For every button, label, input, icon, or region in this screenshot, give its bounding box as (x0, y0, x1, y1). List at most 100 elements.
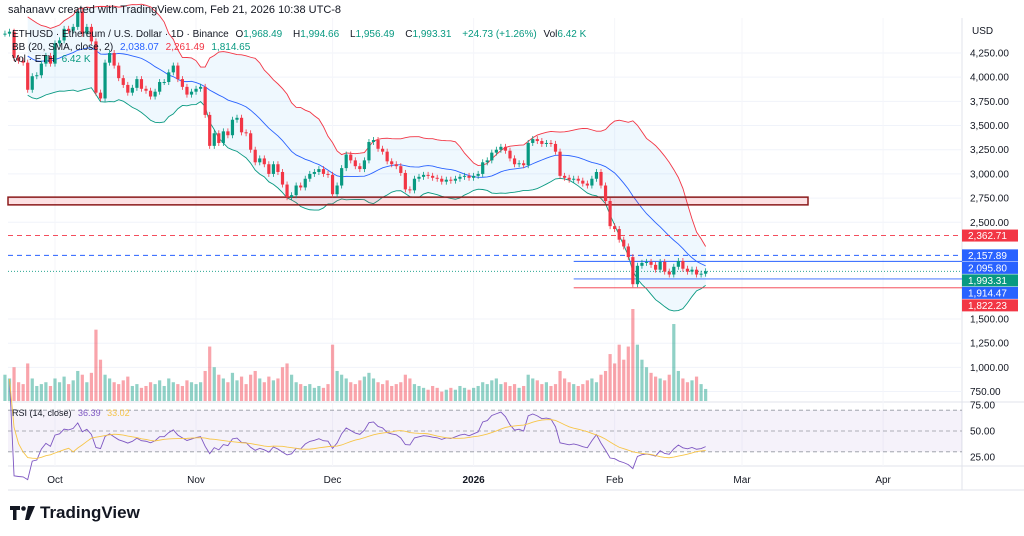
volume-bar (271, 380, 275, 401)
candle (7, 31, 12, 34)
candle (126, 84, 130, 93)
candle (212, 133, 216, 146)
volume-bar (35, 385, 39, 401)
candle (694, 269, 699, 275)
volume-bar (381, 384, 385, 401)
symbol-title[interactable]: ETHUSD · Ethereum / U.S. Dollar · 1D · B… (12, 29, 229, 40)
volume-bar (326, 384, 330, 401)
candle (553, 143, 558, 152)
change-value: +24.73 (+1.26%) (462, 29, 537, 40)
rsi-legend[interactable]: RSI (14, close) 36.39 33.02 (12, 408, 134, 418)
candle (349, 154, 353, 161)
candle (239, 117, 244, 133)
candle (426, 174, 430, 176)
candle (271, 164, 275, 174)
volume-bar (153, 384, 157, 401)
volume-bar (335, 370, 339, 401)
volume-bar (308, 384, 312, 401)
candle (44, 55, 48, 64)
volume-bar (594, 382, 599, 401)
volume-bar (494, 378, 498, 401)
tradingview-logo[interactable]: TradingView (10, 503, 140, 523)
volume-bar (699, 384, 703, 401)
bb-legend[interactable]: BB (20, SMA, close, 2) 2,038.07 2,261.49… (12, 42, 254, 53)
currency-label[interactable]: USD (972, 26, 994, 37)
candle (135, 79, 139, 88)
candle (317, 169, 321, 172)
candle (567, 177, 571, 180)
candle (80, 11, 84, 34)
bb-basis-value: 2,038.07 (119, 42, 159, 53)
volume-bar (299, 384, 303, 401)
volume-bar (12, 367, 16, 401)
candle (481, 162, 485, 174)
volume-bar (608, 354, 612, 401)
bb-lower-value: 1,814.65 (211, 42, 251, 53)
candle (62, 28, 66, 41)
candle (362, 160, 366, 170)
candle (499, 146, 503, 150)
volume-bar (167, 378, 171, 401)
volume-bar (194, 384, 198, 401)
candle (258, 158, 262, 163)
volume-bar (567, 382, 571, 401)
candle (704, 271, 708, 274)
candle (189, 91, 194, 95)
candle (203, 86, 207, 115)
volume-bar (654, 376, 658, 401)
volume-bar (435, 387, 439, 401)
volume-bar (98, 359, 103, 401)
candle (394, 164, 398, 167)
volume-bar (431, 385, 435, 401)
brand-name: TradingView (40, 503, 140, 522)
volume-bar (158, 380, 162, 401)
vol-label: Vol (543, 29, 558, 40)
price-tick-label: 3,250.00 (970, 145, 1009, 156)
candle (371, 140, 376, 142)
candle (558, 151, 562, 176)
candle (690, 269, 694, 272)
candle (644, 261, 649, 263)
volume-bar (599, 374, 603, 401)
volume-bar (30, 378, 34, 401)
candle (490, 152, 494, 161)
candle (476, 173, 480, 176)
candle (467, 175, 471, 178)
volume-bar (280, 367, 285, 401)
volume-bar (590, 378, 594, 401)
volume-bar (303, 385, 307, 401)
rsi-ma-value: 33.02 (107, 408, 130, 418)
volume-bar (7, 378, 12, 401)
candle (30, 76, 34, 90)
candle (485, 160, 489, 163)
volume-bar (449, 387, 453, 401)
volume-bar (353, 384, 357, 401)
candle (681, 260, 685, 269)
candle (617, 229, 621, 240)
candle (462, 175, 467, 177)
candle (280, 171, 285, 185)
candle (17, 57, 21, 61)
candle (353, 160, 357, 167)
candle (249, 133, 253, 150)
rsi-tick-label: 50.00 (970, 427, 995, 438)
candle (658, 261, 662, 270)
volume-bar (635, 344, 639, 401)
candle (276, 164, 280, 172)
volume-bar (503, 382, 508, 401)
price-tick-label: 1,500.00 (970, 315, 1009, 326)
candle (39, 63, 43, 76)
volume-legend[interactable]: Vol · ETH 6.42 K (12, 54, 95, 65)
time-tick-label: Mar (733, 475, 751, 486)
rsi-line (9, 378, 706, 481)
candle (449, 179, 453, 181)
volume-bar (235, 380, 239, 401)
price-level-badge (962, 286, 1018, 299)
volume-bar (57, 382, 62, 401)
candle (26, 62, 30, 90)
candle (85, 26, 89, 34)
volume-bar (508, 385, 512, 401)
candle (121, 78, 125, 85)
volume-bar (553, 384, 558, 401)
